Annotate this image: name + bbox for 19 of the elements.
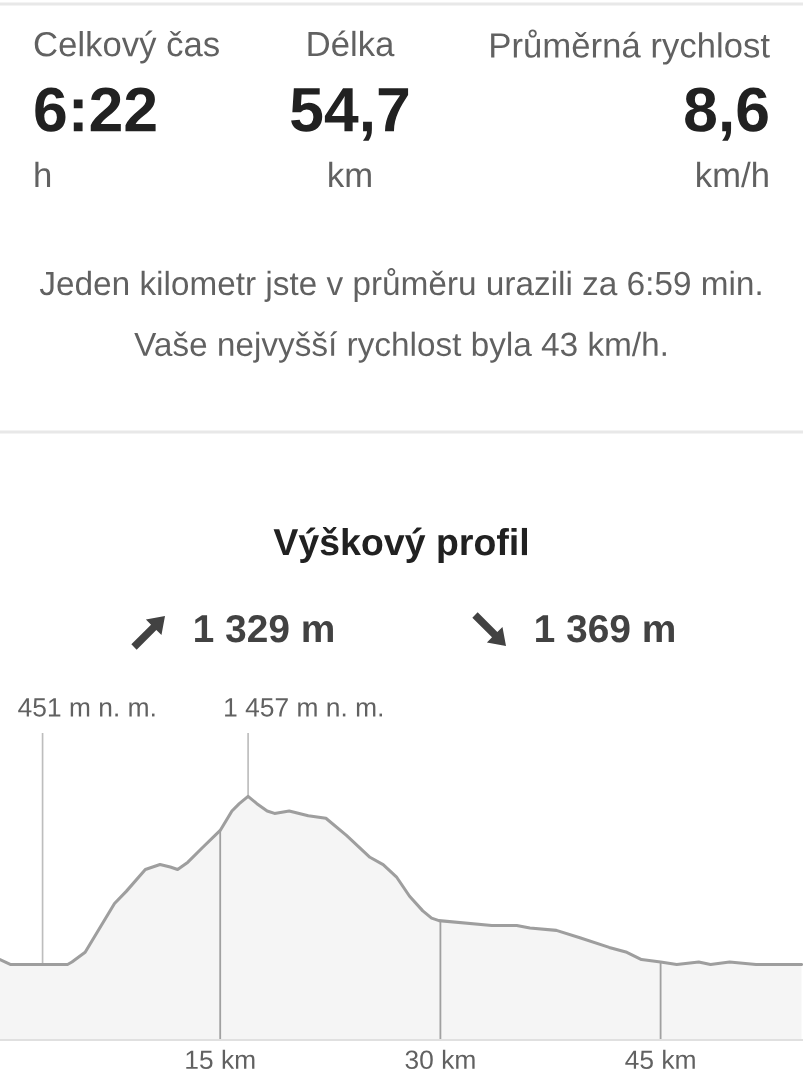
annotation: 451 m n. m.	[18, 698, 155, 717]
text: Vaše nejvyšší rychlost byla 43 km/h.	[134, 331, 666, 363]
text: h	[35, 161, 51, 187]
annotation: 1 457 m n. m.	[225, 698, 383, 717]
chart-title: Výškový profil	[273, 527, 528, 563]
text: km/h	[697, 161, 768, 188]
x-tick-label: 45 km	[625, 1049, 695, 1070]
text: Délka	[308, 30, 395, 57]
text: 6:22	[35, 87, 156, 132]
text: 8,6	[685, 87, 768, 141]
text: 1 369 m	[536, 614, 674, 643]
x-tick-label: 15 km	[186, 1049, 255, 1070]
text: 1 329 m	[195, 614, 333, 643]
x-tick-label: 30 km	[405, 1049, 475, 1070]
text: 54,7	[291, 88, 409, 141]
text: Jeden kilometr jste v průměru urazili za 6:59 min.	[39, 268, 761, 302]
text: Průměrná rychlost	[491, 29, 770, 65]
text: km	[329, 161, 371, 187]
text: Celkový čas	[34, 30, 219, 64]
